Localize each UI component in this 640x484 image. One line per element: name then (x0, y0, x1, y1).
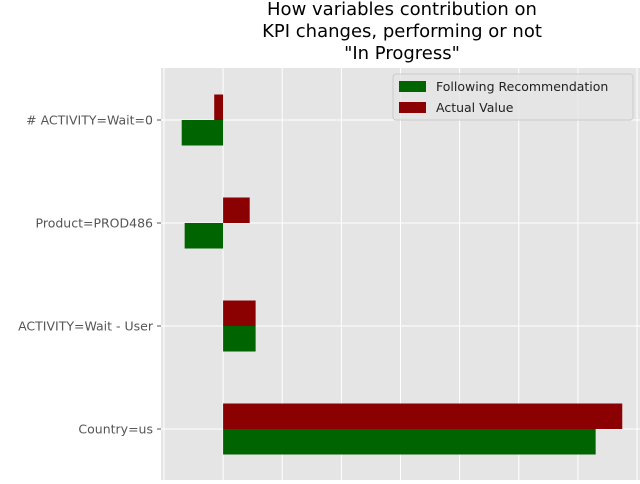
bar-following-recommendation (184, 223, 224, 249)
y-tick-label: Product=PROD486 (36, 216, 154, 231)
chart-title: KPI changes, performing or not (262, 21, 542, 42)
bar-following-recommendation (223, 326, 256, 352)
bar-actual-value (223, 300, 256, 326)
y-tick-label: Country=us (78, 422, 153, 437)
y-tick-label: # ACTIVITY=Wait=0 (26, 113, 153, 128)
legend-label: Actual Value (436, 100, 514, 115)
bar-following-recommendation (223, 429, 596, 455)
chart-title: "In Progress" (344, 43, 460, 64)
bar-actual-value (223, 403, 623, 429)
y-tick-label: ACTIVITY=Wait - User (18, 319, 154, 334)
legend-swatch (399, 81, 426, 92)
bar-actual-value (223, 197, 250, 223)
chart-title: How variables contribution on (267, 0, 537, 20)
bar-following-recommendation (181, 120, 224, 146)
legend-swatch (399, 102, 426, 113)
bar-actual-value (214, 94, 224, 120)
legend (392, 73, 634, 121)
legend-label: Following Recommendation (436, 79, 608, 94)
